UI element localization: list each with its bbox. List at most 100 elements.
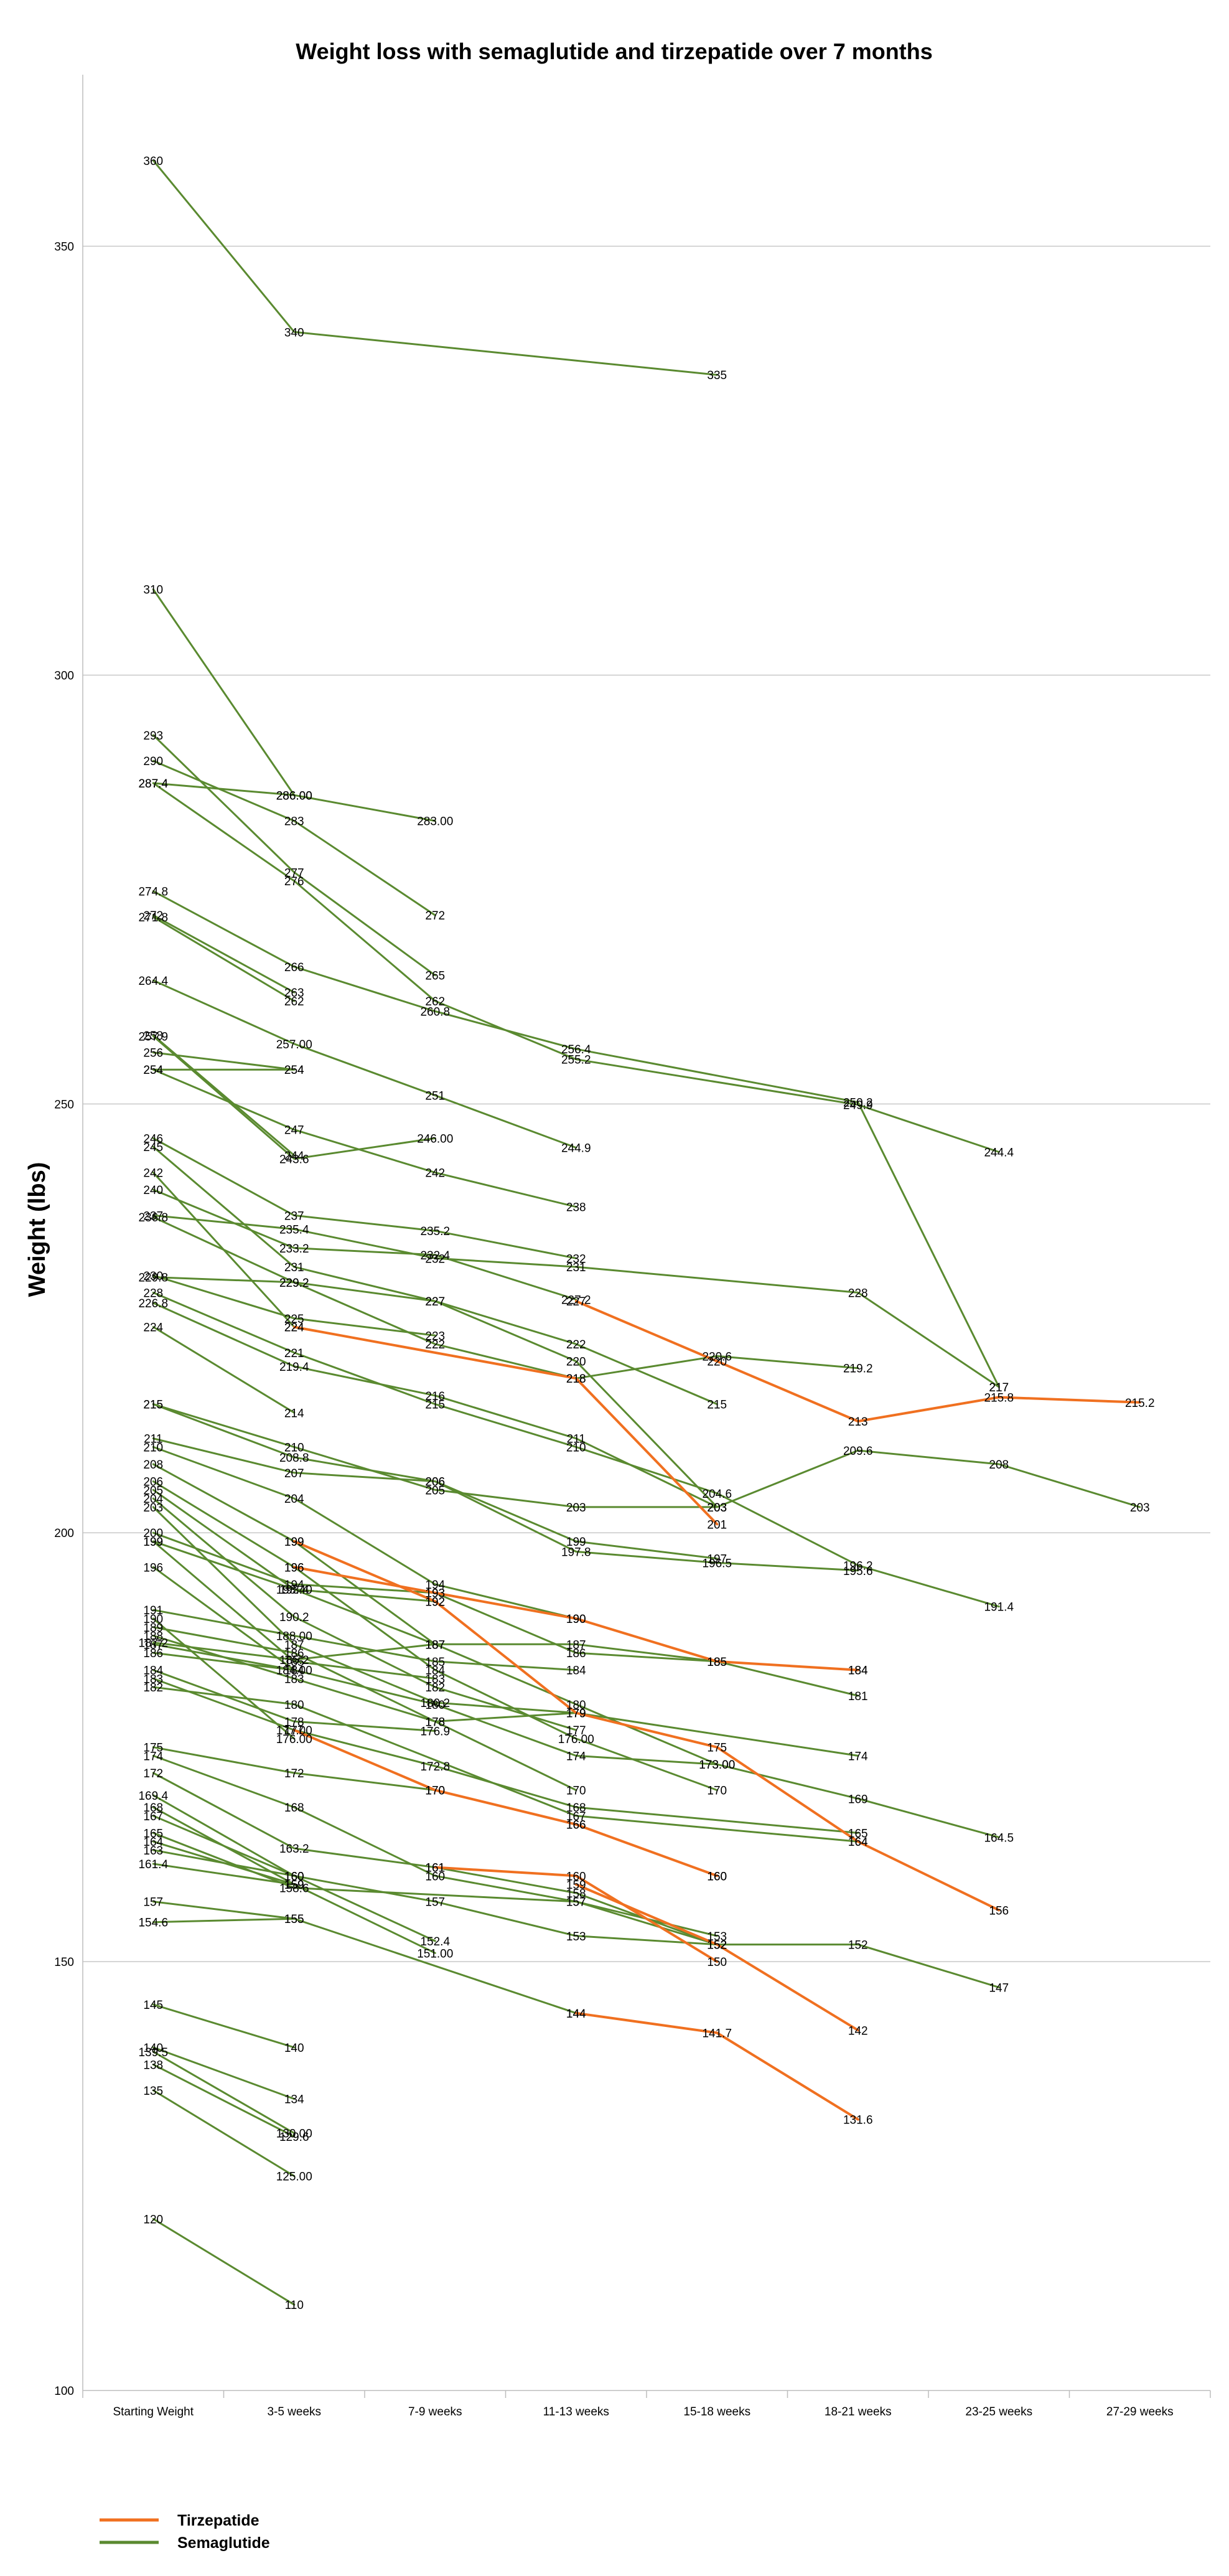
data-label: 176.9: [420, 1725, 450, 1738]
data-label: 219.4: [279, 1361, 309, 1374]
data-label: 187: [425, 1638, 445, 1652]
semaglutide-series-line: [152, 1326, 296, 1414]
data-label: 183: [284, 1673, 304, 1686]
data-label: 188: [143, 1630, 163, 1643]
semaglutide-series-line: [152, 1302, 1141, 1508]
data-label: 178: [425, 1716, 445, 1729]
semaglutide-series-line: [152, 1051, 296, 1071]
y-tick-label: 300: [54, 669, 74, 682]
data-label: 155: [284, 1913, 304, 1926]
data-label: 204.6: [702, 1488, 732, 1501]
data-label: 184: [848, 1665, 868, 1678]
data-label: 206: [425, 1476, 445, 1489]
data-label: 209.6: [843, 1445, 873, 1458]
data-label: 219.2: [843, 1363, 873, 1376]
x-tick-label: 27-29 weeks: [1106, 2405, 1174, 2419]
data-label: 185: [707, 1656, 727, 1669]
data-label: 228: [143, 1287, 163, 1300]
data-label: 152: [848, 1939, 868, 1952]
data-label: 125.00: [276, 2171, 312, 2184]
semaglutide-series-line: [152, 979, 577, 1149]
data-label: 208: [143, 1459, 163, 1472]
data-label: 228: [848, 1287, 868, 1300]
semaglutide-series-line: [152, 1652, 296, 1671]
data-label: 310: [143, 584, 163, 597]
data-label: 135: [143, 2085, 163, 2098]
data-label: 192: [425, 1596, 445, 1609]
data-label: 157: [425, 1896, 445, 1909]
data-label: 201: [707, 1518, 727, 1531]
data-label: 256.4: [561, 1043, 591, 1056]
data-label: 178: [284, 1716, 304, 1729]
data-label: 175: [707, 1742, 727, 1755]
data-label: 272: [425, 910, 445, 923]
data-label: 203: [707, 1502, 727, 1515]
data-label: 200: [143, 1527, 163, 1540]
data-label: 196: [143, 1561, 163, 1574]
data-label: 254: [284, 1064, 304, 1077]
gridlines: [83, 245, 1210, 1962]
data-label: 214: [284, 1407, 304, 1420]
data-label: 190.2: [279, 1611, 309, 1624]
data-label: 193.4: [279, 1584, 309, 1597]
data-label: 196.2: [843, 1560, 873, 1573]
data-label: 277: [284, 867, 304, 880]
data-label: 180.2: [420, 1697, 450, 1710]
data-label: 287.4: [138, 778, 168, 791]
data-label: 187: [425, 1638, 445, 1652]
data-label: 145: [143, 1999, 163, 2012]
data-label: 242: [425, 1167, 445, 1180]
tirzepatide-series-line: [434, 1866, 719, 1963]
data-label: 235.4: [279, 1223, 309, 1236]
data-label: 157: [143, 1896, 163, 1909]
x-tick-label: Starting Weight: [113, 2405, 194, 2419]
data-label: 185: [707, 1656, 727, 1669]
data-label: 172: [143, 1767, 163, 1780]
data-label: 189: [143, 1622, 163, 1635]
y-tick-label: 100: [54, 2385, 74, 2398]
data-label: 216: [425, 1390, 445, 1403]
data-label: 157: [566, 1896, 586, 1909]
data-label: 170: [707, 1785, 727, 1798]
tirzepatide-series-line: [574, 2011, 859, 2121]
x-tick-label: 11-13 weeks: [543, 2405, 609, 2419]
data-label: 254: [143, 1064, 163, 1077]
data-label: 153: [566, 1930, 586, 1944]
data-label: 163.2: [279, 1843, 309, 1856]
data-label: 215: [143, 1399, 163, 1412]
data-label: 173.00: [699, 1759, 735, 1772]
data-label: 230: [143, 1270, 163, 1283]
data-label: 184: [848, 1665, 868, 1678]
semaglutide-series-line: [152, 1863, 296, 1886]
data-label: 188.00: [276, 1630, 312, 1643]
data-label: 222: [566, 1338, 586, 1351]
data-label: 166: [566, 1819, 586, 1832]
data-label: 246: [143, 1132, 163, 1145]
data-label: 179: [566, 1708, 586, 1721]
semaglutide-series-line: [152, 914, 296, 994]
data-label: 260.8: [420, 1006, 450, 1019]
data-label: 160: [566, 1870, 586, 1883]
data-label: 153: [707, 1930, 727, 1944]
semaglutide-series-line: [152, 1642, 436, 1661]
data-label: 232.4: [420, 1249, 450, 1262]
data-label: 220: [707, 1356, 727, 1369]
semaglutide-series-line: [152, 759, 436, 916]
data-label: 218: [566, 1373, 586, 1386]
data-label: 173.00: [699, 1759, 735, 1772]
data-label: 223: [425, 1330, 445, 1343]
semaglutide-series-line: [152, 2051, 296, 2135]
y-tick-label: 250: [54, 1098, 74, 1111]
data-label: 178: [425, 1716, 445, 1729]
legend-label-tirzepatide: Tirzepatide: [177, 2512, 259, 2529]
data-label: 190: [566, 1613, 586, 1626]
tirzepatide-series-line: [292, 1729, 719, 1878]
semaglutide-series-line: [152, 1677, 859, 1834]
data-label: 181: [848, 1690, 868, 1703]
data-label: 204: [143, 1493, 163, 1506]
data-label: 179: [566, 1708, 586, 1721]
data-label: 221: [284, 1347, 304, 1360]
semaglutide-series-line: [152, 890, 1000, 1388]
data-label: 227: [425, 1295, 445, 1309]
data-label: 185: [425, 1656, 445, 1669]
